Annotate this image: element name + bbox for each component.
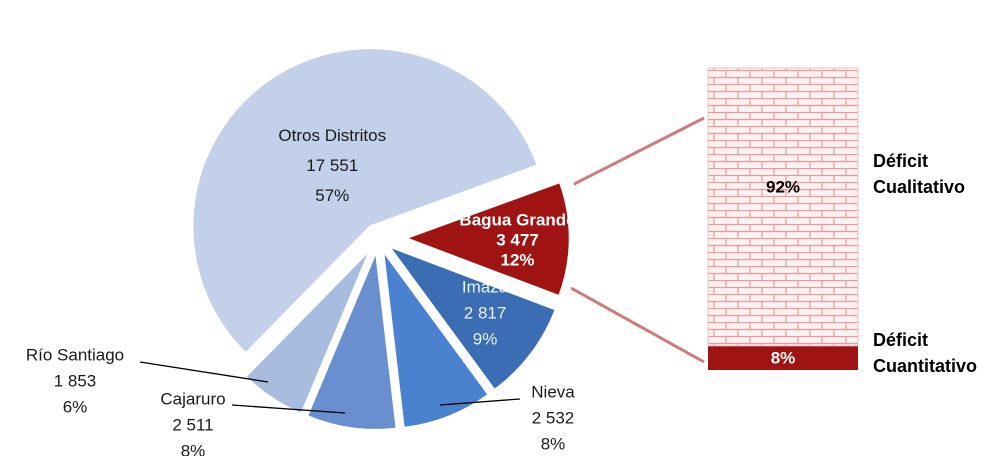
data-label: 57% — [315, 186, 349, 205]
data-label: 6% — [63, 397, 88, 416]
data-label: 3 477 — [496, 230, 539, 249]
data-label: 8% — [181, 441, 206, 456]
data-label: 12% — [501, 250, 535, 269]
data-label: 17 551 — [306, 156, 358, 175]
connector-line — [574, 118, 704, 184]
data-label: Bagua Grande — [459, 210, 575, 229]
category-label: Déficit Cuantitativo — [873, 327, 1003, 379]
bar-segment — [708, 68, 858, 346]
data-label: 9% — [473, 330, 498, 349]
data-label: 8% — [541, 434, 566, 453]
data-label: Imaza — [462, 278, 509, 297]
bar-label: 8% — [771, 348, 796, 367]
page: Otros Distritos 17 551 57% Bagua Grande3 47… — [0, 0, 1008, 456]
data-label: Cajaruro — [160, 389, 225, 408]
data-label: 1 853 — [54, 371, 97, 390]
category-label: Déficit Cualitativo — [873, 148, 1003, 200]
bar-label: 92% — [766, 177, 800, 196]
data-label: Otros Distritos — [278, 126, 386, 145]
data-label: Río Santiago — [26, 345, 124, 364]
data-label: Nieva — [531, 382, 575, 401]
data-label: 2 817 — [464, 304, 507, 323]
data-label: 2 511 — [172, 415, 213, 434]
chart: Otros Distritos 17 551 57% Bagua Grande3 47… — [0, 0, 1008, 456]
data-label: 2 532 — [532, 408, 575, 427]
connector-line — [571, 288, 704, 362]
